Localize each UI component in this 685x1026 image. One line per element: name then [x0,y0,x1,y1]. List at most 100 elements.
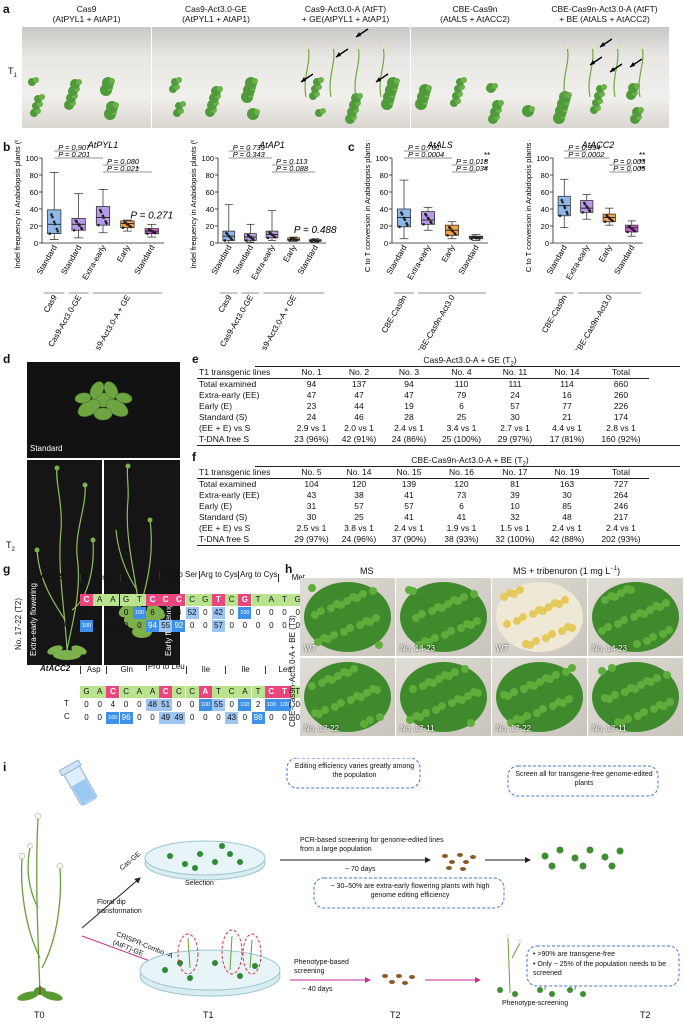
panel-a-col-line1: Cas9 [76,4,97,14]
table-cell: 23 (96%) [294,433,329,444]
table-row: (EE + E) vs S 2.5 vs 1 3.8 vs 1 2.4 vs 1 1.9… [197,522,649,533]
g-value: 0 [110,621,116,630]
g-value: 100 [80,620,93,632]
data-point [121,226,125,229]
category-label: Standard [35,244,59,277]
g-value: 0 [97,713,102,722]
g-value: 100 [278,699,291,711]
table-f-title: CBE-Cas9n-Act3.0-A + BE (T2) [411,455,529,468]
data-point [153,231,156,234]
data-point [446,234,449,237]
panel-a-col-header: Cas9-Act3.0-GE (AtPYL1 + AtAP1) [152,4,281,24]
data-point [450,228,454,232]
g-base: C [185,686,199,698]
panel-a-col-header: Cas9 (AtPYL1 + AtAP1) [22,4,151,24]
g-value: 0 [282,713,287,722]
table-cell: 43 [306,489,317,500]
g-value: 92 [172,620,186,632]
g-amino-acid: Val [119,574,160,582]
data-point [249,235,252,239]
table-e-rule-bottom [197,445,680,446]
g-value: 0 [269,621,274,630]
chart-gene-title: AtACC2 [581,140,615,150]
panel-a-col-header: CBE-Cas9n-Act3.0-A (AtFT) + BE (AtALS + A… [540,4,669,24]
table-header-row: T1 transgenic lines No. 5 No. 14 No. 15 No. … [197,467,649,478]
table-cell: Total [612,367,630,378]
data-point [313,239,317,242]
data-point [607,216,611,220]
g-value: 0 [84,713,89,722]
table-cell: Total [612,467,630,478]
table-row: Extra-early (EE) 43 38 41 73 39 30 264 [197,489,649,500]
g-base: T [278,594,291,606]
label-pcr-screening: PCR-based screening for genome-edited li… [300,837,444,853]
g-value: 49 [159,712,173,724]
panel-a-plate-photo [281,27,410,128]
table-cell: 38 (93%) [444,533,479,544]
label-t2-d: T2 [6,540,15,553]
panel-a-col-line1: Cas9-Act3.0-GE [185,4,247,14]
data-point [558,214,562,218]
table-cell: 6 [459,400,464,411]
data-point [582,201,586,205]
data-point [477,236,480,240]
label-70-days: ~ 70 days [345,866,376,873]
data-point [603,220,607,224]
data-point [104,220,107,223]
y-tick-label: 60 [206,188,214,197]
data-point [268,231,271,234]
h-plate-photo: WT [300,578,395,656]
table-cell: 4.4 vs 1 [552,422,582,433]
table-cell: 660 [613,378,629,389]
g-value: 43 [225,712,239,724]
table-cell: 120 [454,478,469,489]
h-header-ms: MS [360,566,374,576]
group-label: Cas9 [216,293,233,314]
g-row-label: C [64,712,70,721]
pvalue-label: P = 0.488 [294,225,337,236]
table-cell: 2.8 vs 1 [606,422,636,433]
data-point [581,211,584,214]
table-cell: 2.4 vs 1 [606,522,636,533]
pvalue-label: P = 0.907 [58,143,91,152]
table-cell: No. 14 [346,467,372,478]
data-point [398,225,401,229]
panel-a-plate-photo [151,27,281,128]
table-cell: 139 [401,478,417,489]
pvalue-label: P = 0.034 [456,164,488,173]
y-tick-label: 60 [30,188,38,197]
label-t2-final: T2 [640,1010,651,1020]
data-point [474,236,478,239]
table-cell: 24 (86%) [391,433,427,444]
category-label: Extra-early [406,244,433,282]
g-value: 0 [97,608,102,617]
table-cell: No. 19 [554,467,580,478]
table-cell: Total examined [199,478,257,489]
pvalue-label: P = 0.994 [568,143,600,152]
data-point [453,232,456,235]
significance-mark: * [484,165,487,174]
h-plate-label: WT [496,644,509,653]
category-label: Standard [385,244,409,277]
pvalue-label: P = 0.005 [613,164,646,173]
g-value: 57 [212,620,225,632]
g-base: C [106,686,120,698]
significance-mark: ** [639,151,645,160]
data-point [626,230,629,234]
panel-label-c: c [348,140,355,154]
data-point [123,220,126,224]
table-cell: 6 [459,500,464,511]
data-point [632,229,636,232]
g-sequence-grid: AtALS Gln Val Pro to Ser Arg to Cys Arg to Cy… [22,564,344,734]
g-value: 52 [185,607,199,619]
pvalue-label: P = 0.0002 [568,150,605,159]
data-point [225,231,228,235]
agrobacterium-tube-icon [59,759,97,806]
panel-a-col-line2: + BE (AtALS + AtACC2) [559,14,650,24]
h-plate-photo: No. 17-22 [300,658,395,736]
data-point [72,228,76,232]
g-amino-acid: Met [278,574,318,582]
category-label: Extra-early [564,244,591,282]
significance-mark: ** [639,165,645,174]
